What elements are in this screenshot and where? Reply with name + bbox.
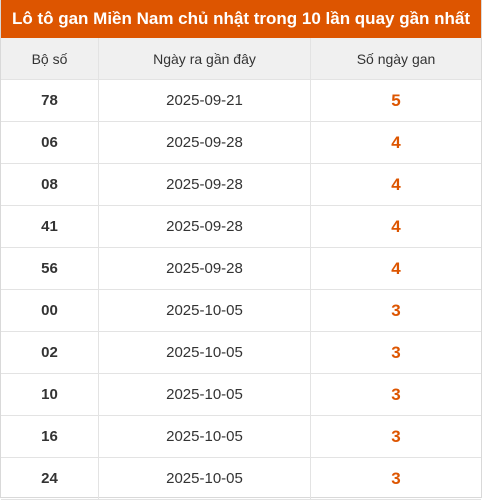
table-row: 78 2025-09-21 5 <box>1 80 481 122</box>
days-absent: 4 <box>391 258 401 278</box>
days-absent: 4 <box>391 132 401 152</box>
lo-gan-table: Bộ số Ngày ra gần đây Số ngày gan 78 202… <box>1 38 481 500</box>
lottery-number: 02 <box>1 332 99 373</box>
table-header-row: Bộ số Ngày ra gần đây Số ngày gan <box>1 38 481 80</box>
days-absent: 3 <box>391 342 401 362</box>
table-row: 16 2025-10-05 3 <box>1 416 481 458</box>
lottery-number: 08 <box>1 164 99 205</box>
table-row: 56 2025-09-28 4 <box>1 248 481 290</box>
last-appearance-date: 2025-10-05 <box>99 374 311 415</box>
last-appearance-date: 2025-09-28 <box>99 206 311 247</box>
last-appearance-date: 2025-10-05 <box>99 290 311 331</box>
days-absent: 4 <box>391 174 401 194</box>
table-row: 02 2025-10-05 3 <box>1 332 481 374</box>
days-absent: 3 <box>391 468 401 488</box>
lottery-number: 78 <box>1 80 99 121</box>
table-row: 10 2025-10-05 3 <box>1 374 481 416</box>
table-row: 08 2025-09-28 4 <box>1 164 481 206</box>
days-absent: 3 <box>391 426 401 446</box>
lottery-number: 00 <box>1 290 99 331</box>
last-appearance-date: 2025-10-05 <box>99 458 311 499</box>
lottery-number: 16 <box>1 416 99 457</box>
lottery-number: 56 <box>1 248 99 289</box>
last-appearance-date: 2025-10-05 <box>99 332 311 373</box>
table-row: 00 2025-10-05 3 <box>1 290 481 332</box>
days-absent: 3 <box>391 384 401 404</box>
lottery-number: 06 <box>1 122 99 163</box>
last-appearance-date: 2025-09-21 <box>99 80 311 121</box>
days-absent: 5 <box>391 90 401 110</box>
last-appearance-date: 2025-10-05 <box>99 416 311 457</box>
days-absent: 4 <box>391 216 401 236</box>
table-row: 41 2025-09-28 4 <box>1 206 481 248</box>
lottery-number: 10 <box>1 374 99 415</box>
table-row: 06 2025-09-28 4 <box>1 122 481 164</box>
days-absent: 3 <box>391 300 401 320</box>
table-row: 24 2025-10-05 3 <box>1 458 481 500</box>
column-header-date: Ngày ra gần đây <box>99 38 311 79</box>
lottery-number: 24 <box>1 458 99 499</box>
column-header-number: Bộ số <box>1 38 99 79</box>
last-appearance-date: 2025-09-28 <box>99 164 311 205</box>
column-header-days: Số ngày gan <box>356 50 436 67</box>
lottery-number: 41 <box>1 206 99 247</box>
last-appearance-date: 2025-09-28 <box>99 248 311 289</box>
widget-title: Lô tô gan Miền Nam chủ nhật trong 10 lần… <box>1 0 481 38</box>
last-appearance-date: 2025-09-28 <box>99 122 311 163</box>
